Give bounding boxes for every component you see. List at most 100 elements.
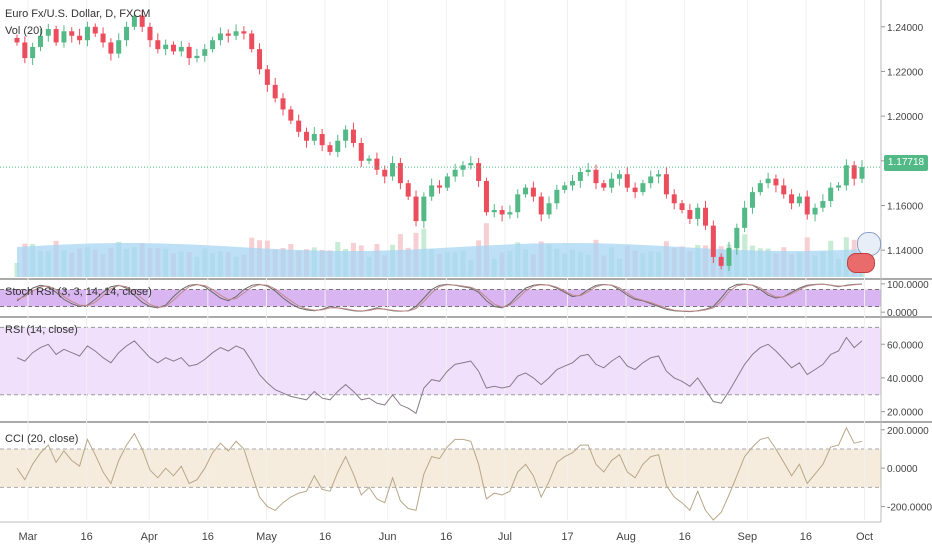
candle-body — [131, 15, 137, 27]
candle-body — [773, 178, 779, 186]
y-tick-label: 0.0000 — [887, 308, 918, 319]
candle-body — [343, 129, 349, 141]
cci-label: CCI (20, close) — [5, 433, 79, 445]
candle-body — [14, 37, 20, 43]
rsi-label: RSI (14, close) — [5, 324, 78, 336]
candle-body — [836, 185, 842, 188]
candle-body — [679, 203, 685, 210]
x-tick-label: Sep — [737, 531, 757, 543]
x-tick-label: Mar — [19, 531, 38, 543]
candle-body — [804, 196, 810, 215]
candle-body — [366, 158, 372, 161]
candle-body — [186, 46, 192, 59]
candle-body — [124, 26, 130, 41]
y-tick-label: 1.20000 — [887, 112, 924, 123]
candle-body — [61, 31, 67, 43]
y-tick-label: 200.0000 — [887, 426, 929, 437]
y-tick-label: 1.24000 — [887, 23, 924, 34]
chart-title: Euro Fx/U.S. Dollar, D, FXCM — [5, 8, 151, 20]
candle-body — [671, 194, 677, 204]
candle-body — [233, 31, 239, 36]
candle-body — [734, 227, 740, 248]
candle-body — [413, 196, 419, 222]
candle-body — [429, 185, 435, 197]
candle-body — [210, 40, 216, 50]
candle-body — [593, 169, 599, 184]
candle-body — [311, 134, 317, 141]
candle-body — [718, 256, 724, 266]
candle-body — [444, 176, 450, 188]
candle-body — [843, 165, 849, 186]
stoch-band — [0, 289, 881, 307]
candle-body — [45, 29, 51, 36]
x-tick-label: Jul — [498, 531, 512, 543]
x-tick-label: 16 — [202, 531, 214, 543]
candle-body — [257, 49, 263, 70]
candle-body — [499, 209, 505, 215]
x-tick-label: Apr — [141, 531, 158, 543]
candle-body — [202, 49, 208, 56]
candle-body — [703, 207, 709, 226]
x-tick-label: 16 — [440, 531, 452, 543]
candle-body — [264, 69, 270, 85]
candle-body — [812, 207, 818, 215]
candle-body — [288, 109, 294, 121]
cci-line — [16, 426, 863, 521]
x-tick-label: Oct — [856, 531, 873, 543]
y-tick-label: 40.0000 — [887, 374, 924, 385]
candle-body — [538, 196, 544, 215]
candle-body — [249, 33, 255, 50]
candle-body — [139, 15, 145, 27]
candle-body — [358, 142, 364, 161]
candle-body — [757, 183, 763, 193]
candle-body — [687, 209, 693, 219]
candle-body — [562, 185, 568, 190]
candle-body — [194, 55, 200, 59]
candle-body — [84, 26, 90, 41]
candle-body — [523, 187, 529, 195]
stoch-rsi-label: Stoch RSI (3, 3, 14, 14, close) — [5, 286, 152, 298]
candle-body — [405, 183, 411, 197]
candle-body — [170, 44, 176, 52]
candle-body — [820, 201, 826, 208]
x-tick-label: 16 — [800, 531, 812, 543]
candle-body — [695, 207, 701, 219]
flag-country-icon[interactable] — [847, 253, 875, 273]
candle-body — [452, 169, 458, 177]
x-tick-label: 16 — [319, 531, 331, 543]
candle-body — [796, 196, 802, 204]
x-tick-label: Aug — [616, 531, 636, 543]
candle-body — [828, 187, 834, 202]
candle-body — [851, 165, 857, 179]
last-price-badge: 1.17718 — [884, 155, 928, 171]
candle-body — [507, 212, 513, 215]
volume-label: Vol (20) — [5, 25, 43, 37]
rsi-line — [16, 336, 863, 415]
candle-body — [648, 176, 654, 184]
candle-body — [327, 145, 333, 152]
y-tick-label: 20.0000 — [887, 408, 924, 419]
candle-body — [749, 192, 755, 208]
candle-body — [577, 172, 583, 181]
candle-body — [77, 35, 83, 41]
candle-body — [616, 174, 622, 179]
candle-body — [656, 174, 662, 177]
candle-body — [53, 29, 59, 43]
candle-body — [609, 178, 615, 188]
candle-body — [225, 33, 231, 36]
candle-body — [30, 46, 36, 59]
candle-body — [335, 140, 341, 152]
candle-body — [663, 174, 669, 195]
candle-body — [859, 167, 865, 179]
candle-body — [468, 163, 474, 166]
y-tick-label: 1.22000 — [887, 67, 924, 78]
candle-body — [515, 194, 521, 213]
candle-body — [640, 183, 646, 193]
candle-body — [570, 180, 576, 186]
last-price-value: 1.17718 — [887, 157, 925, 168]
x-tick-label: 16 — [679, 531, 691, 543]
candle-body — [163, 44, 169, 50]
x-tick-label: May — [256, 531, 277, 543]
